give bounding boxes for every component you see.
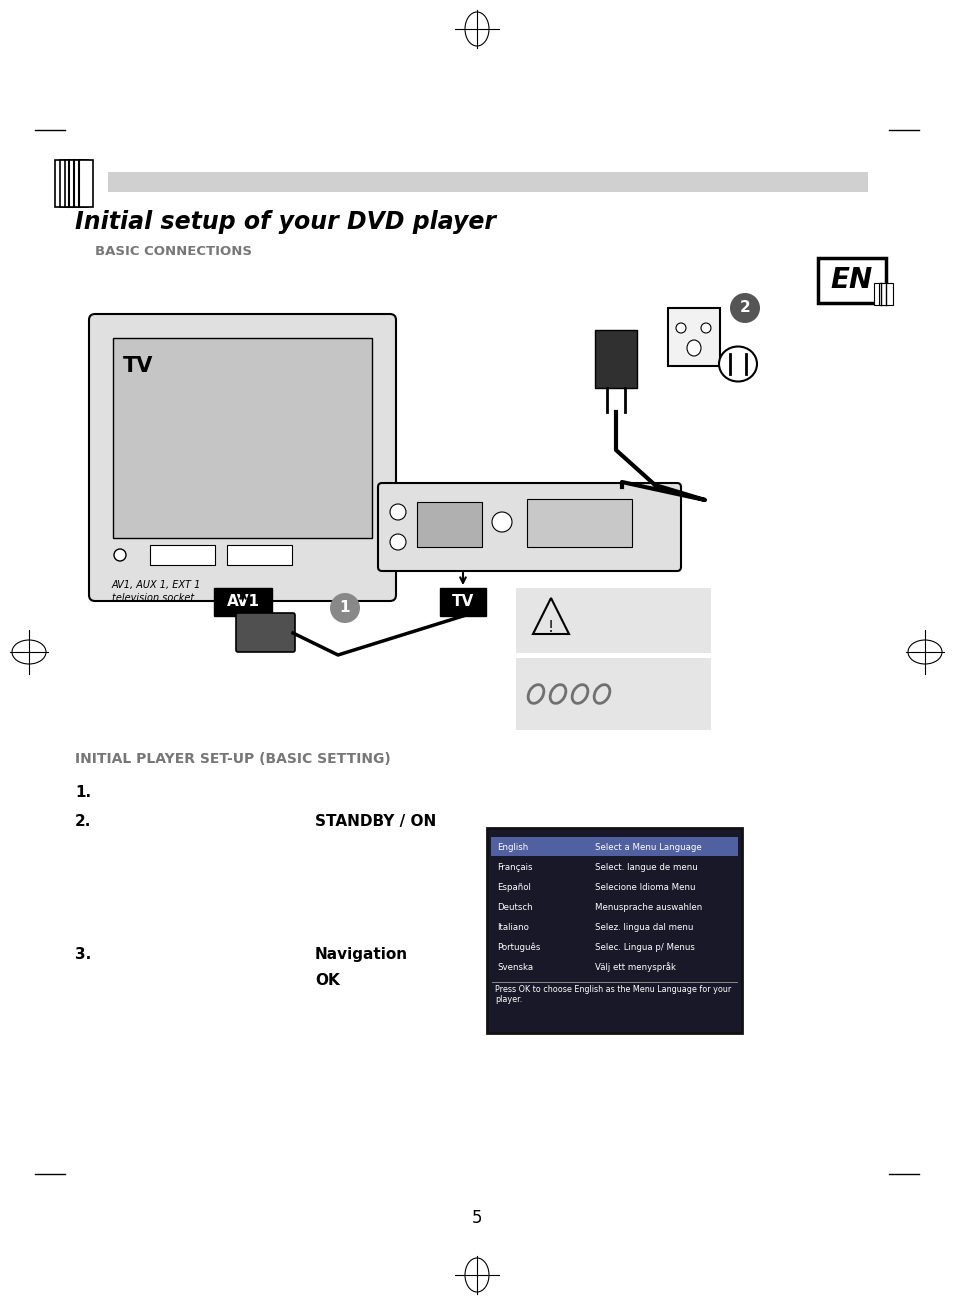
Text: AV1: AV1 [226, 595, 259, 609]
Text: STANDBY / ON: STANDBY / ON [314, 814, 436, 829]
Ellipse shape [686, 340, 700, 356]
Text: OK: OK [314, 973, 339, 988]
Text: Välj ett menyspråk: Välj ett menyspråk [595, 962, 676, 971]
Polygon shape [60, 160, 88, 207]
Bar [595, 330, 637, 389]
Bar [491, 837, 738, 855]
Polygon shape [55, 160, 83, 207]
Circle shape [330, 593, 359, 623]
Text: 2.: 2. [75, 814, 91, 829]
Text: Navigation: Navigation [314, 947, 408, 962]
Text: TV: TV [123, 356, 153, 376]
Text: television socket: television socket [112, 593, 194, 602]
Text: 3.: 3. [75, 947, 91, 962]
Circle shape [390, 535, 406, 550]
FancyBboxPatch shape [235, 613, 294, 652]
Circle shape [729, 293, 760, 323]
Bar [213, 588, 272, 615]
Text: !: ! [547, 621, 554, 635]
Bar [439, 588, 485, 615]
Bar [108, 172, 867, 192]
Bar [873, 283, 887, 305]
FancyBboxPatch shape [377, 482, 680, 571]
Bar [516, 659, 710, 730]
Text: TV: TV [452, 595, 474, 609]
Circle shape [113, 549, 126, 561]
Text: 1: 1 [339, 601, 350, 615]
Circle shape [676, 323, 685, 333]
Circle shape [700, 323, 710, 333]
Polygon shape [65, 160, 92, 207]
Bar [227, 545, 292, 565]
Text: INITIAL PLAYER SET-UP (BASIC SETTING): INITIAL PLAYER SET-UP (BASIC SETTING) [75, 752, 391, 765]
FancyBboxPatch shape [89, 314, 395, 601]
Bar [486, 828, 741, 1033]
Bar [667, 308, 720, 366]
Text: Menusprache auswahlen: Menusprache auswahlen [595, 902, 701, 911]
Text: Português: Português [497, 943, 539, 952]
Text: Selecione Idioma Menu: Selecione Idioma Menu [595, 883, 695, 892]
Text: Español: Español [497, 883, 530, 892]
Text: Svenska: Svenska [497, 962, 533, 971]
Bar [516, 588, 710, 653]
Text: BASIC CONNECTIONS: BASIC CONNECTIONS [95, 245, 252, 258]
Text: Press OK to choose English as the Menu Language for your
player.: Press OK to choose English as the Menu L… [495, 985, 731, 1004]
Bar [150, 545, 214, 565]
Text: English: English [497, 842, 528, 852]
Circle shape [390, 505, 406, 520]
Text: Français: Français [497, 862, 532, 871]
Text: EN: EN [830, 266, 872, 293]
Circle shape [492, 512, 512, 532]
Text: Initial setup of your DVD player: Initial setup of your DVD player [75, 210, 496, 233]
Text: 1.: 1. [75, 785, 91, 799]
Text: 2: 2 [739, 300, 750, 316]
Text: 5: 5 [471, 1209, 482, 1227]
Bar [817, 258, 885, 303]
Text: Select. langue de menu: Select. langue de menu [595, 862, 697, 871]
Text: Selez. lingua dal menu: Selez. lingua dal menu [595, 922, 693, 931]
Text: AV1, AUX 1, EXT 1: AV1, AUX 1, EXT 1 [112, 580, 201, 589]
Ellipse shape [719, 347, 757, 382]
Bar [878, 283, 892, 305]
Bar [526, 499, 631, 546]
Bar [416, 502, 481, 546]
Bar [112, 338, 372, 539]
Text: Deutsch: Deutsch [497, 902, 532, 911]
Text: Italiano: Italiano [497, 922, 528, 931]
Text: Selec. Lingua p/ Menus: Selec. Lingua p/ Menus [595, 943, 694, 952]
Text: Select a Menu Language: Select a Menu Language [595, 842, 701, 852]
